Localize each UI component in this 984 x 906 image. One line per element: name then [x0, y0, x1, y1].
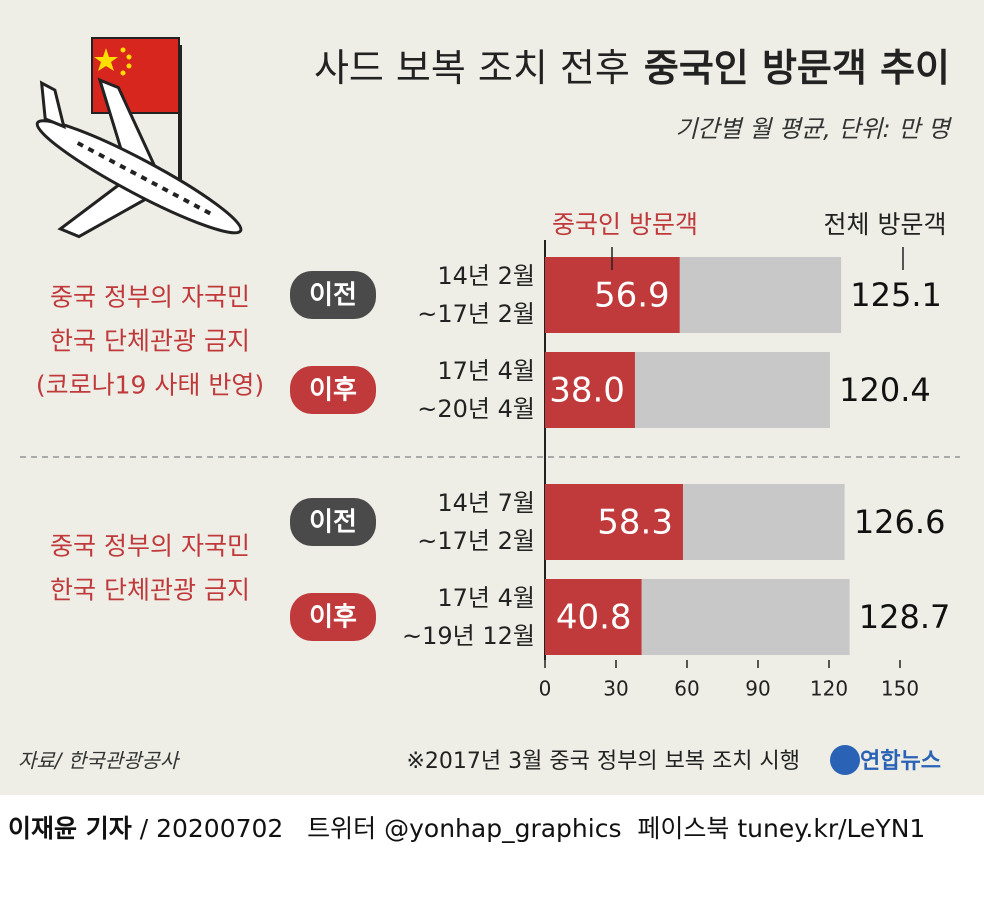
badge-label: 이전	[309, 281, 357, 311]
x-tick-label: 0	[539, 677, 552, 701]
badge-label: 이후	[309, 376, 357, 406]
total-label: 125.1	[850, 276, 942, 314]
badge	[290, 593, 376, 641]
title-bold: 중국인 방문객 추이	[644, 46, 950, 90]
total-label: 126.6	[854, 503, 946, 541]
x-tick-label: 150	[881, 677, 919, 701]
bar	[545, 352, 635, 428]
period-label: ~19년 12월	[402, 622, 535, 650]
period-label: 17년 4월	[437, 584, 535, 612]
period-label: 14년 7월	[437, 489, 535, 517]
footnote: ※2017년 3월 중국 정부의 보복 조치 시행	[407, 749, 801, 774]
logo-icon	[830, 745, 860, 775]
group-label: 한국 단체관광 금지	[50, 327, 250, 356]
total-label: 128.7	[859, 598, 951, 636]
period-label: 17년 4월	[437, 357, 535, 385]
illustration	[35, 37, 243, 239]
badge	[290, 271, 376, 319]
period-label: ~20년 4월	[417, 395, 535, 423]
legend-label: 중국인 방문객	[552, 210, 698, 239]
x-tick-label: 120	[810, 677, 848, 701]
badge-label: 이후	[309, 603, 357, 633]
badge	[290, 498, 376, 546]
period-label: ~17년 2월	[417, 527, 535, 555]
period-label: 14년 2월	[437, 262, 535, 290]
badge-label: 이전	[309, 508, 357, 538]
total-label: 120.4	[839, 371, 931, 409]
group-label: 중국 정부의 자국민	[50, 283, 250, 312]
source: 자료/ 한국관광공사	[18, 749, 181, 773]
x-tick-label: 30	[603, 677, 628, 701]
x-tick-label: 90	[745, 677, 770, 701]
reporter: 이재윤 기자	[8, 814, 132, 843]
value-label: 40.8	[556, 598, 632, 638]
badge	[290, 366, 376, 414]
value-label: 38.0	[549, 371, 625, 411]
group-label: 한국 단체관광 금지	[50, 576, 250, 605]
period-label: ~17년 2월	[417, 300, 535, 328]
value-label: 56.9	[594, 276, 670, 316]
group-label: 중국 정부의 자국민	[50, 532, 250, 561]
legend-label: 전체 방문객	[824, 210, 947, 239]
chart-title: 사드 보복 조치 전후 중국인 방문객 추이	[314, 46, 950, 90]
value-label: 58.3	[597, 503, 673, 543]
title-light: 사드 보복 조치 전후	[314, 46, 630, 90]
footer: 이재윤 기자 / 20200702 트위터 @yonhap_graphics 페이…	[8, 814, 925, 843]
subtitle: 기간별 월 평균, 단위: 만 명	[675, 115, 953, 143]
bar	[545, 579, 642, 655]
footer-details: / 20200702 트위터 @yonhap_graphics 페이스북 tun…	[140, 814, 926, 843]
logo: 연합뉴스	[860, 748, 941, 774]
x-tick-label: 60	[674, 677, 699, 701]
bar	[545, 484, 683, 560]
group-label: (코로나19 사태 반영)	[36, 371, 264, 400]
